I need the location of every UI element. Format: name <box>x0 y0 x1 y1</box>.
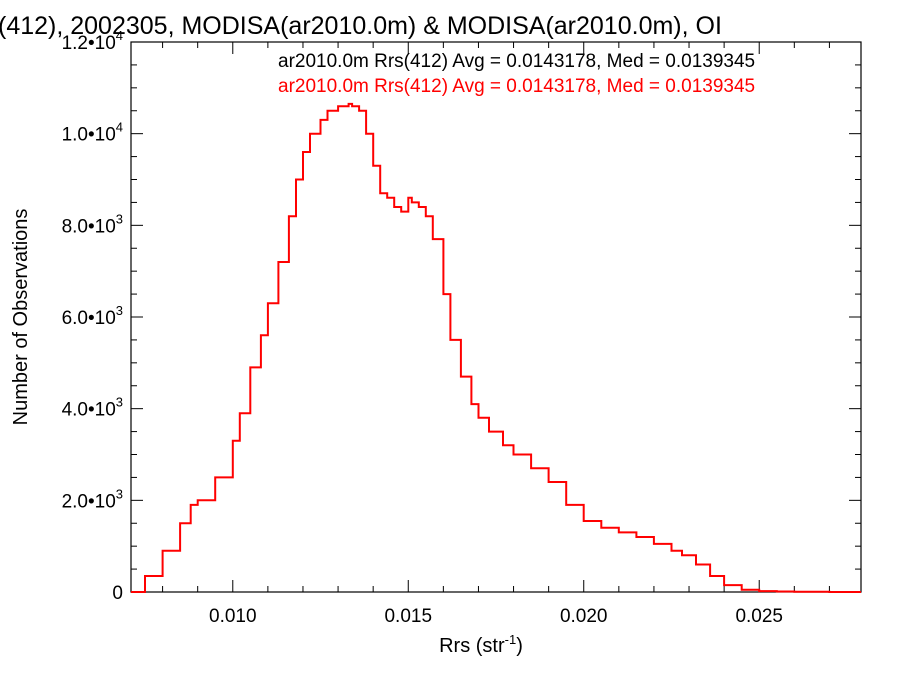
y-axis-label: Number of Observations <box>10 209 32 426</box>
y-tick-label: 1.2•104 <box>62 28 123 54</box>
x-tick-label: 0.010 <box>209 606 257 627</box>
y-tick-label: 4.0•103 <box>62 395 123 421</box>
x-axis-label: Rrs (str-1) <box>439 632 523 657</box>
x-tick-label: 0.025 <box>735 606 783 627</box>
y-tick-label: 8.0•103 <box>62 211 123 237</box>
axis-ticks <box>131 41 861 593</box>
y-tick-label: 2.0•103 <box>62 486 123 512</box>
axis-tick-labels: 0.010 0.015 0.020 0.025 0 2.0•103 4.0•103 6.0•1… <box>62 28 783 627</box>
x-tick-label: 0.020 <box>560 606 608 627</box>
legend: ar2010.0m Rrs(412) Avg = 0.0143178, Med … <box>278 51 755 97</box>
legend-entry: ar2010.0m Rrs(412) Avg = 0.0143178, Med … <box>278 51 755 72</box>
x-tick-label: 0.015 <box>384 606 432 627</box>
y-tick-label: 1.0•104 <box>62 120 123 146</box>
plot-frame <box>130 41 862 593</box>
legend-entry: ar2010.0m Rrs(412) Avg = 0.0143178, Med … <box>278 76 755 97</box>
chart-title: (412), 2002305, MODISA(ar2010.0m) & MODI… <box>0 12 722 40</box>
series-line <box>131 102 861 593</box>
y-tick-label: 0 <box>112 583 123 604</box>
y-tick-label: 6.0•103 <box>62 303 123 329</box>
